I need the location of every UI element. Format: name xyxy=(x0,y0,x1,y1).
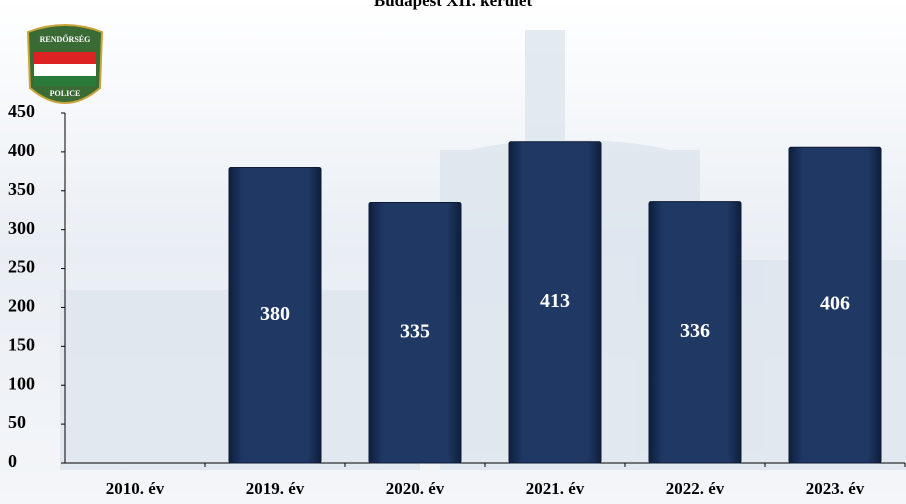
bar xyxy=(508,141,602,464)
bar xyxy=(648,201,742,464)
bar xyxy=(228,166,322,464)
data-label: 380 xyxy=(260,303,290,325)
x-tick-label: 2022. év xyxy=(666,479,725,498)
y-tick-label: 300 xyxy=(8,218,35,238)
y-tick-label: 250 xyxy=(8,257,35,277)
x-tick-label: 2020. év xyxy=(386,479,445,498)
y-tick-label: 350 xyxy=(8,179,35,199)
y-tick-label: 0 xyxy=(8,451,17,471)
data-label: 335 xyxy=(400,320,430,342)
x-tick-label: 2010. év xyxy=(106,479,165,498)
police-logo: RENDŐRSÉG POLICE xyxy=(26,24,104,104)
x-tick-label: 2021. év xyxy=(526,479,585,498)
bar xyxy=(788,146,882,464)
x-tick-label: 2019. év xyxy=(246,479,305,498)
x-tick-label: 2023. év xyxy=(806,479,865,498)
logo-top-text: RENDŐRSÉG xyxy=(40,34,91,44)
data-label: 406 xyxy=(820,293,850,315)
data-label: 413 xyxy=(540,290,570,312)
logo-bottom-text: POLICE xyxy=(50,89,81,98)
y-tick-label: 50 xyxy=(8,412,26,432)
y-tick-label: 400 xyxy=(8,140,35,160)
data-label: 336 xyxy=(680,320,710,342)
chart-title: Budapest XII. kerület xyxy=(374,0,533,10)
y-tick-label: 200 xyxy=(8,296,35,316)
y-tick-label: 100 xyxy=(8,373,35,393)
y-tick-label: 450 xyxy=(8,101,35,121)
y-tick-label: 150 xyxy=(8,334,35,354)
bar xyxy=(368,201,462,464)
